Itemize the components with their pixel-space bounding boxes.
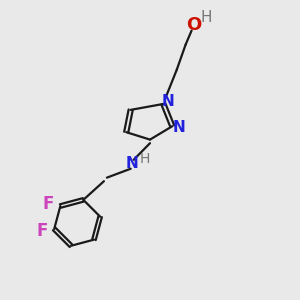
Text: H: H: [140, 152, 150, 166]
Text: F: F: [42, 195, 54, 213]
Text: N: N: [172, 120, 185, 135]
Text: N: N: [161, 94, 174, 109]
Text: N: N: [126, 156, 139, 171]
Text: H: H: [200, 10, 212, 25]
Text: F: F: [36, 222, 47, 240]
Text: O: O: [186, 16, 202, 34]
